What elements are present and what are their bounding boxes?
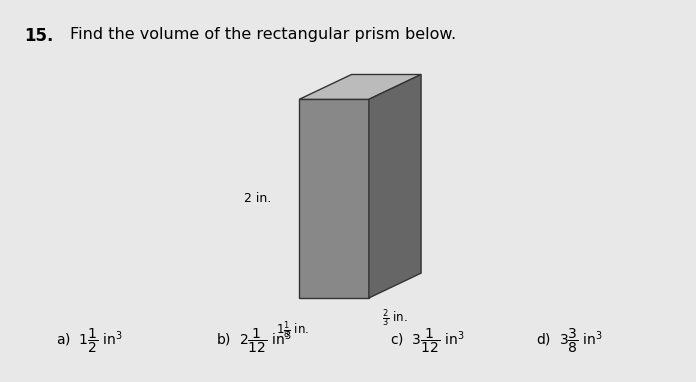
Text: a)  $1\dfrac{1}{2}$ in$^3$: a) $1\dfrac{1}{2}$ in$^3$ bbox=[56, 327, 122, 355]
Polygon shape bbox=[299, 99, 369, 298]
Text: c)  $3\dfrac{1}{12}$ in$^3$: c) $3\dfrac{1}{12}$ in$^3$ bbox=[390, 327, 464, 355]
Text: d)  $3\dfrac{3}{8}$ in$^3$: d) $3\dfrac{3}{8}$ in$^3$ bbox=[536, 327, 603, 355]
Text: Find the volume of the rectangular prism below.: Find the volume of the rectangular prism… bbox=[70, 27, 456, 42]
Text: $1\frac{1}{8}$ in.: $1\frac{1}{8}$ in. bbox=[276, 319, 309, 341]
Text: 2 in.: 2 in. bbox=[244, 192, 271, 205]
Text: $\frac{2}{3}$ in.: $\frac{2}{3}$ in. bbox=[382, 308, 408, 329]
Text: b)  $2\dfrac{1}{12}$ in$^3$: b) $2\dfrac{1}{12}$ in$^3$ bbox=[216, 327, 292, 355]
Polygon shape bbox=[369, 74, 421, 298]
Polygon shape bbox=[299, 74, 421, 99]
Text: 15.: 15. bbox=[24, 27, 54, 45]
